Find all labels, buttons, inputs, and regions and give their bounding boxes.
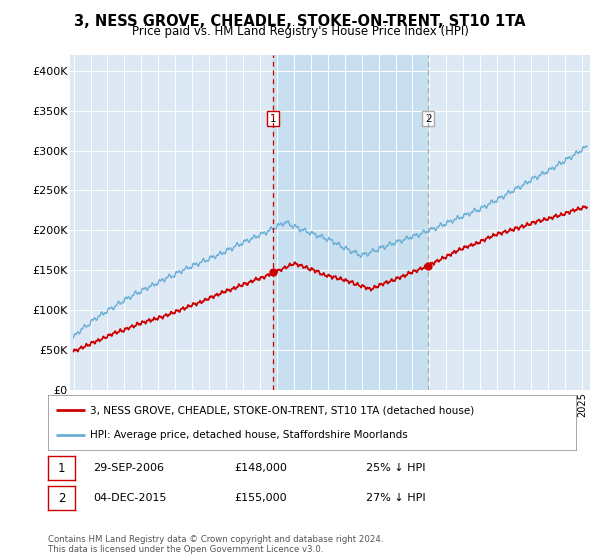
- Text: 1: 1: [269, 114, 276, 124]
- Text: Price paid vs. HM Land Registry's House Price Index (HPI): Price paid vs. HM Land Registry's House …: [131, 25, 469, 38]
- Text: 1: 1: [58, 461, 65, 474]
- Bar: [272, 55, 428, 390]
- Text: 25% ↓ HPI: 25% ↓ HPI: [366, 463, 425, 473]
- Text: 2: 2: [58, 492, 65, 505]
- Text: 3, NESS GROVE, CHEADLE, STOKE-ON-TRENT, ST10 1TA: 3, NESS GROVE, CHEADLE, STOKE-ON-TRENT, …: [74, 14, 526, 29]
- Text: 3, NESS GROVE, CHEADLE, STOKE-ON-TRENT, ST10 1TA (detached house): 3, NESS GROVE, CHEADLE, STOKE-ON-TRENT, …: [90, 405, 475, 416]
- Text: £155,000: £155,000: [234, 493, 287, 503]
- Text: 29-SEP-2006: 29-SEP-2006: [93, 463, 164, 473]
- Text: £148,000: £148,000: [234, 463, 287, 473]
- Text: 04-DEC-2015: 04-DEC-2015: [93, 493, 167, 503]
- Text: 2: 2: [425, 114, 431, 124]
- Text: HPI: Average price, detached house, Staffordshire Moorlands: HPI: Average price, detached house, Staf…: [90, 430, 408, 440]
- Text: 27% ↓ HPI: 27% ↓ HPI: [366, 493, 425, 503]
- Text: Contains HM Land Registry data © Crown copyright and database right 2024.
This d: Contains HM Land Registry data © Crown c…: [48, 535, 383, 554]
